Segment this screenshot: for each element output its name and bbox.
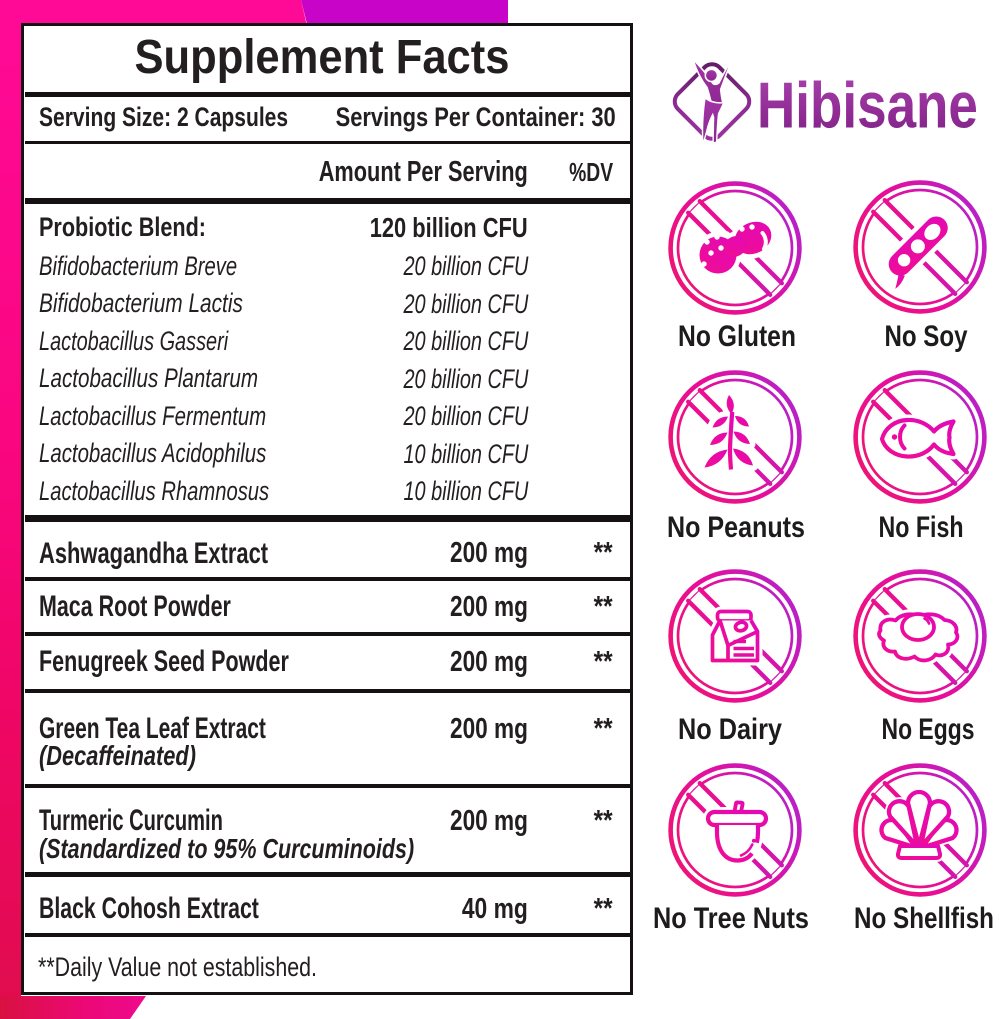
svg-text:Hibisane: Hibisane (757, 70, 978, 142)
